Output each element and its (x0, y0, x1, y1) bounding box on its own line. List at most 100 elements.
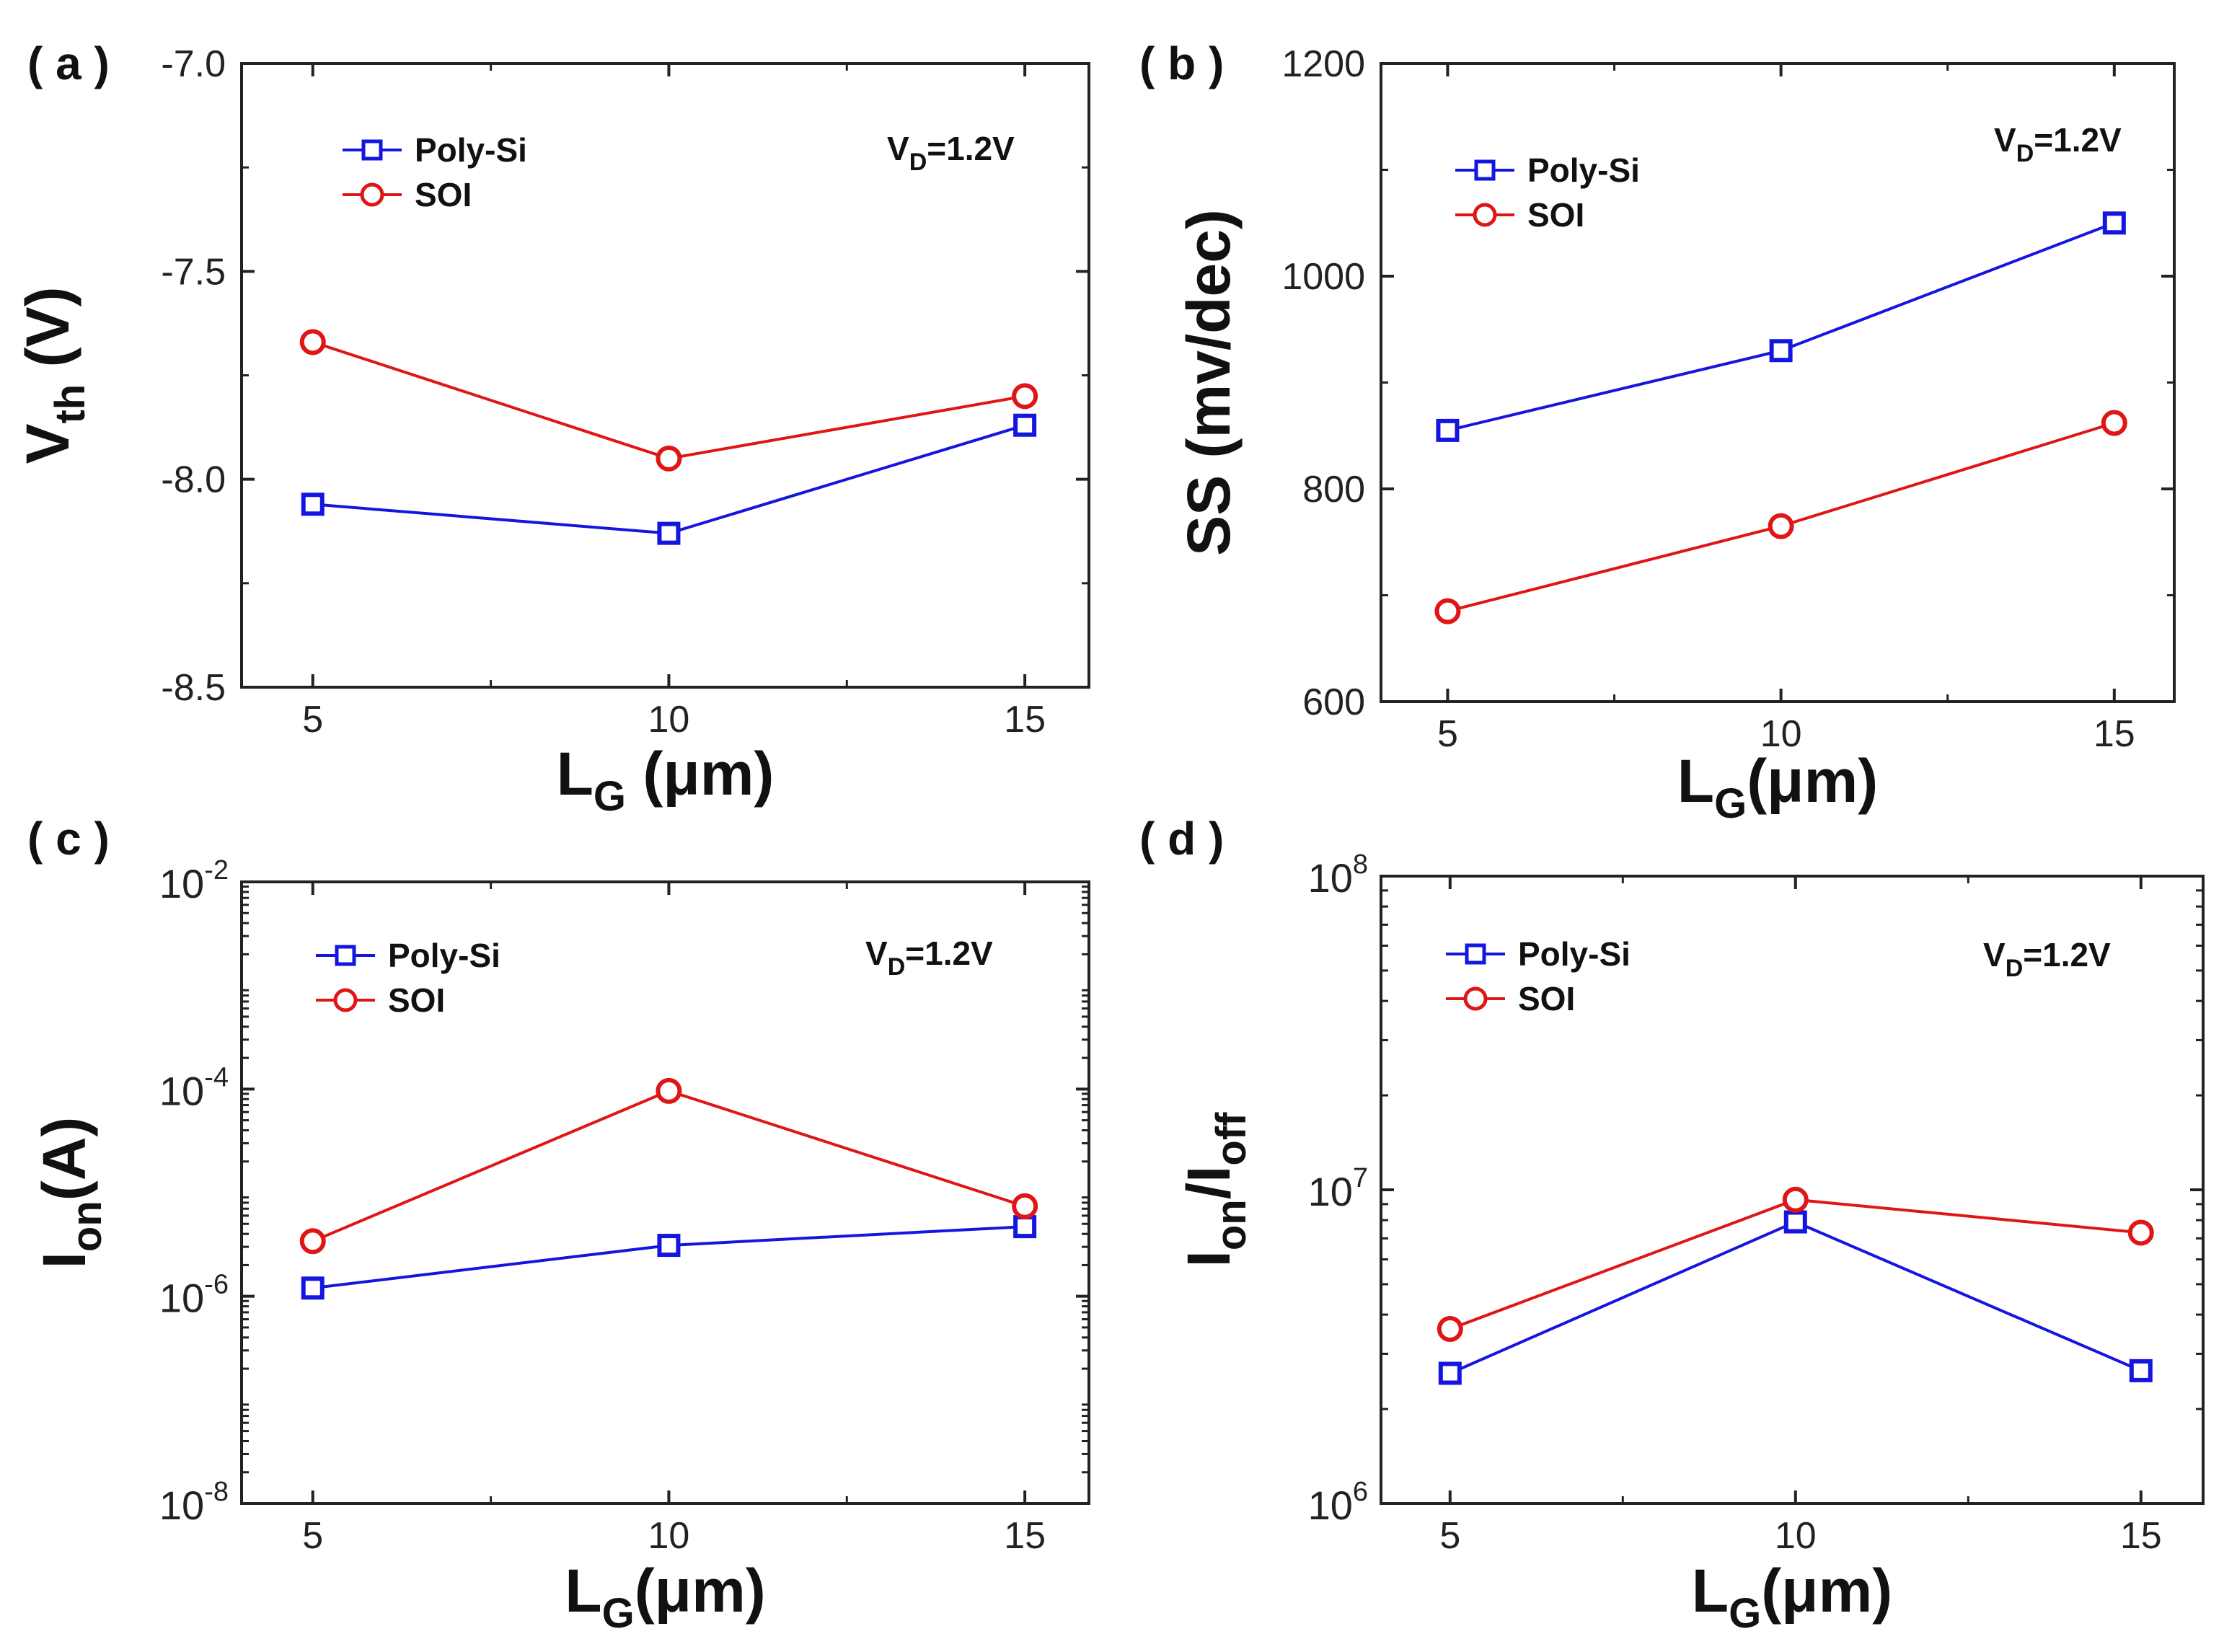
x-axis-title: LG(μm) (565, 1557, 765, 1637)
x-tick-label: 15 (1004, 1515, 1046, 1557)
x-axis-title-main: L (1677, 747, 1714, 815)
y-axis-title-main: SS (mv/dec) (1175, 209, 1243, 556)
panel-label: ( b ) (1139, 37, 1224, 89)
x-axis-title-subscript: G (602, 1590, 635, 1637)
x-tick-label: 10 (1760, 713, 1802, 755)
legend-marker-soi (360, 182, 384, 207)
x-tick-label: 5 (302, 1515, 323, 1557)
x-axis-title-subscript: G (1729, 1590, 1761, 1637)
legend: Poly-Si SOI (1455, 151, 1640, 234)
annotation-subscript: D (888, 953, 906, 981)
data-point-poly-si (301, 1276, 325, 1300)
y-tick-label: 10-6 (159, 1270, 229, 1321)
annotation-value: =1.2V (905, 935, 993, 972)
annotation-main: V (865, 935, 888, 972)
legend-label-soi: SOI (388, 981, 445, 1019)
x-axis-title-main: L (557, 740, 594, 808)
data-point-poly-si (657, 1234, 681, 1258)
legend-marker-poly-si (335, 945, 356, 966)
x-tick-label: 5 (302, 699, 323, 741)
y-tick-label: 106 (1308, 1477, 1368, 1528)
y-tick-exponent: -4 (204, 1062, 229, 1092)
legend-label-soi: SOI (1527, 196, 1584, 234)
x-axis-title-unit: (μm) (626, 740, 774, 808)
y-tick-label: 600 (1302, 681, 1365, 723)
y-tick-label: -8.0 (161, 459, 226, 501)
y-tick-base: 10 (1308, 855, 1353, 901)
y-tick-label: -8.5 (161, 667, 226, 709)
y-tick-base: 10 (1308, 1169, 1353, 1214)
data-point-poly-si (2129, 1359, 2153, 1382)
data-point-soi (1434, 598, 1461, 624)
y-tick-base: 10 (1308, 1483, 1353, 1528)
y-tick-exponent: 7 (1353, 1163, 1368, 1193)
legend-label-poly-si: Poly-Si (1527, 151, 1640, 189)
data-point-soi (1437, 1316, 1463, 1343)
y-tick-label: 108 (1308, 849, 1368, 901)
y-axis-title-subscript: on (1208, 1199, 1255, 1250)
legend-marker-poly-si (1465, 943, 1486, 965)
y-tick-label: 1000 (1281, 256, 1365, 298)
data-point-soi (1012, 1193, 1038, 1219)
data-point-soi (299, 1228, 326, 1255)
x-tick-label: 5 (1439, 1515, 1460, 1557)
y-axis-title-subscript-2: off (1208, 1112, 1255, 1166)
annotation-subscript: D (2016, 140, 2034, 167)
y-axis-title: Vth (V) (14, 286, 94, 464)
annotation-value: =1.2V (2034, 121, 2122, 159)
data-point-poly-si (1013, 1215, 1037, 1239)
data-point-poly-si (2102, 211, 2126, 235)
y-tick-exponent: 8 (1353, 849, 1368, 880)
x-axis-title-unit: (μm) (1747, 747, 1878, 815)
y-axis-title: Ion(A) (30, 1117, 110, 1269)
x-tick-label: 10 (648, 1515, 690, 1557)
x-tick-label: 15 (2120, 1515, 2162, 1557)
data-point-poly-si (1013, 413, 1037, 437)
y-tick-label: 800 (1302, 469, 1365, 511)
panel-c: ( c )5 10 1510-810-610-410-2LG(μm)Ion(A)Po… (27, 813, 1090, 1637)
data-point-poly-si (1769, 339, 1793, 363)
y-tick-label: -7.0 (161, 43, 226, 85)
legend-label-poly-si: Poly-Si (415, 131, 527, 169)
data-point-soi (1782, 1186, 1809, 1213)
legend-marker-poly-si (1474, 159, 1496, 181)
data-point-poly-si (301, 492, 325, 516)
legend-label-soi: SOI (415, 176, 472, 213)
drain-voltage-annotation: VD=1.2V (887, 130, 1015, 176)
y-tick-exponent: -6 (204, 1270, 229, 1300)
data-point-soi (299, 329, 326, 355)
x-tick-label: 10 (648, 699, 690, 741)
y-tick-label: 10-2 (159, 855, 229, 906)
y-axis-title-subscript: th (47, 384, 94, 424)
drain-voltage-annotation: VD=1.2V (1994, 121, 2122, 167)
annotation-subscript: D (909, 149, 927, 176)
y-tick-label: 107 (1308, 1163, 1368, 1214)
y-axis-title-main: I (30, 1252, 98, 1268)
data-point-soi (2101, 410, 2127, 436)
y-axis-title-subscript: on (63, 1201, 110, 1252)
y-tick-label: 1200 (1281, 43, 1365, 85)
data-point-soi (2127, 1219, 2154, 1246)
x-axis-title-unit: (μm) (1761, 1557, 1892, 1625)
annotation-subscript: D (2006, 955, 2024, 982)
drain-voltage-annotation: VD=1.2V (1983, 936, 2111, 982)
y-axis-title-main: V (14, 424, 81, 464)
annotation-main: V (887, 130, 909, 167)
y-axis-title: SS (mv/dec) (1175, 209, 1243, 556)
data-point-poly-si (1436, 418, 1460, 442)
x-tick-label: 5 (1437, 713, 1458, 755)
x-axis-title-unit: (μm) (635, 1557, 766, 1625)
panel-d: ( d )5 10 15106107108LG(μm)Ion/IoffPoly-Si… (1139, 813, 2205, 1637)
annotation-value: =1.2V (2023, 936, 2111, 973)
x-tick-label: 15 (2093, 713, 2135, 755)
legend-marker-soi (1473, 203, 1497, 227)
y-axis-title-main: I (1175, 1250, 1243, 1267)
y-tick-label: -7.5 (161, 251, 226, 293)
y-axis-title-rest: /I (1175, 1166, 1243, 1200)
annotation-main: V (1983, 936, 2006, 973)
legend-marker-soi (1463, 986, 1488, 1011)
annotation-main: V (1994, 121, 2016, 159)
panel-b: ( b ) 5 10 15 600 800 1000 1200 LG(μm) SS (mv/dec… (1139, 37, 2176, 827)
data-point-soi (656, 1077, 682, 1104)
